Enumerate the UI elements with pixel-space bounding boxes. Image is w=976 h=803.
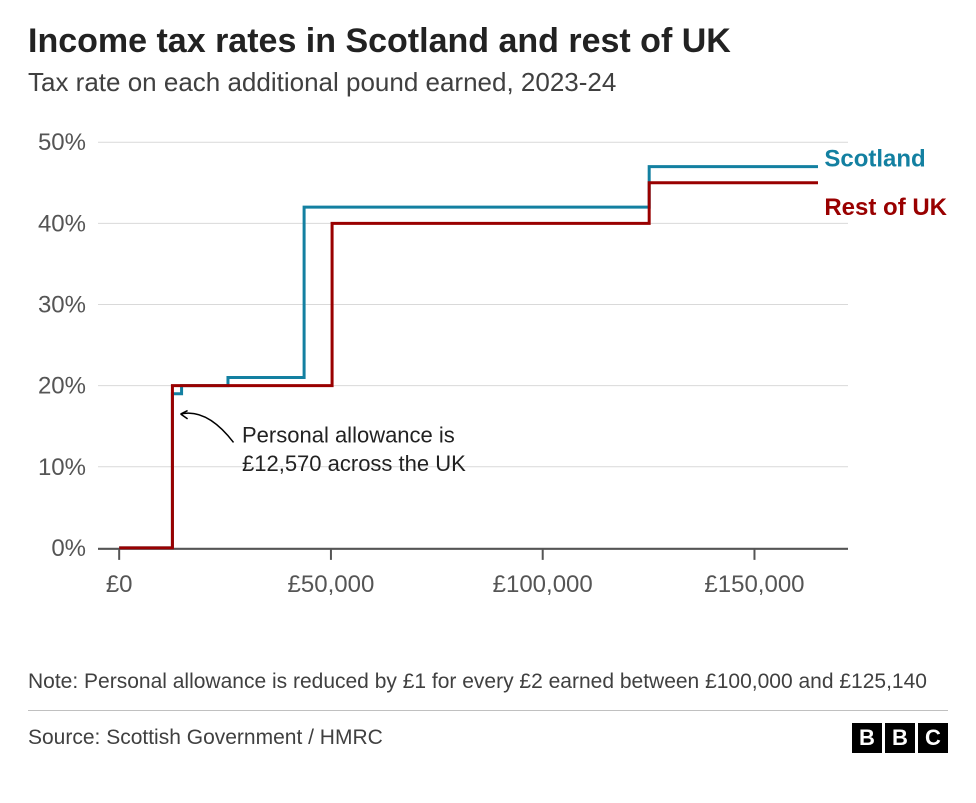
bbc-logo: BBC [852,723,948,753]
y-tick-label: 50% [38,129,86,156]
chart-note: Note: Personal allowance is reduced by £… [28,668,928,696]
y-tick-label: 0% [51,535,86,562]
plot-area: 0% 10% 20% 30% 40% 50% £0 £50,000 £100,000 £150,0… [28,116,948,626]
bbc-block: B [852,723,882,753]
y-tick-label: 20% [38,373,86,400]
annotation-text: Personal allowance is [242,423,455,448]
chart-container: Income tax rates in Scotland and rest of… [0,0,976,803]
y-tick-label: 30% [38,292,86,319]
annotation-arrow [181,413,234,442]
plot-svg: 0% 10% 20% 30% 40% 50% £0 £50,000 £100,000 £150,0… [28,116,948,626]
source-text: Source: Scottish Government / HMRC [28,726,383,750]
bbc-block: B [885,723,915,753]
annotation-text: £12,570 across the UK [242,451,466,476]
y-tick-label: 40% [38,210,86,237]
series-rest-of-uk [119,183,818,548]
y-tick-label: 10% [38,454,86,481]
annotation-arrowhead [181,411,188,419]
chart-title: Income tax rates in Scotland and rest of… [28,22,948,61]
chart-subtitle: Tax rate on each additional pound earned… [28,67,948,98]
x-tick-label: £50,000 [288,571,375,598]
bbc-block: C [918,723,948,753]
legend-label: Rest of UK [824,194,947,221]
x-tick-label: £100,000 [493,571,593,598]
footer: Source: Scottish Government / HMRC BBC [28,710,948,753]
x-tick-label: £0 [106,571,133,598]
legend-label: Scotland [824,146,925,173]
x-tick-label: £150,000 [704,571,804,598]
